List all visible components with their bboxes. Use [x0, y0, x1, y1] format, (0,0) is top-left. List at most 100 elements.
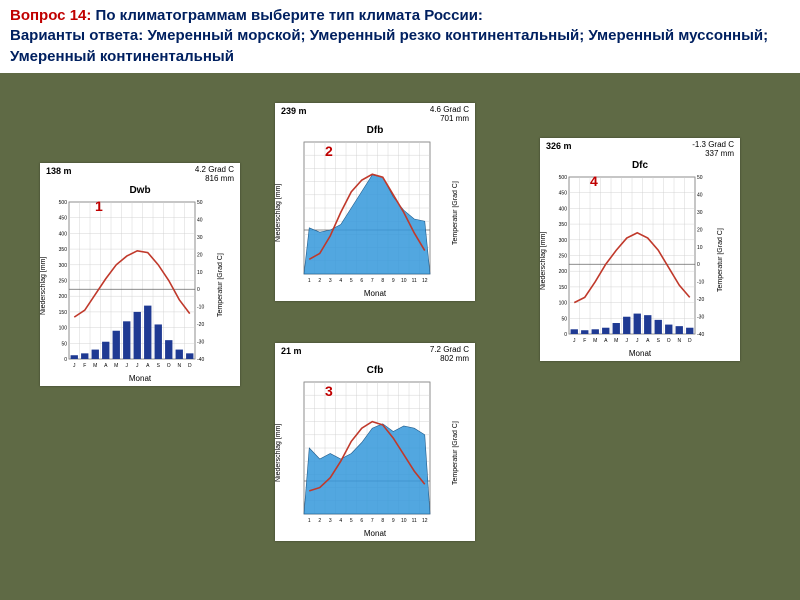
svg-text:N: N — [677, 338, 681, 344]
chart-number-label: 4 — [590, 173, 598, 189]
svg-text:12: 12 — [422, 278, 428, 284]
svg-text:-30: -30 — [197, 340, 204, 346]
svg-text:M: M — [614, 338, 618, 344]
svg-text:450: 450 — [59, 216, 68, 222]
elevation: 326 m — [546, 141, 572, 151]
svg-text:50: 50 — [61, 342, 67, 348]
svg-text:40: 40 — [697, 193, 703, 199]
svg-text:30: 30 — [197, 235, 203, 241]
chart-svg: 050100150200250300350400450500-40-30-20-… — [547, 173, 717, 348]
svg-text:M: M — [593, 338, 597, 344]
svg-text:M: M — [93, 363, 97, 369]
svg-text:J: J — [73, 363, 76, 369]
svg-text:O: O — [167, 363, 171, 369]
svg-text:6: 6 — [360, 278, 363, 284]
elevation: 138 m — [46, 166, 72, 176]
climate-stats: 4.2 Grad C816 mm — [195, 166, 234, 184]
chart-header: 138 m 4.2 Grad C816 mm — [40, 163, 240, 184]
svg-text:10: 10 — [401, 278, 407, 284]
svg-text:F: F — [583, 338, 586, 344]
chart-header: 239 m4.6 Grad C701 mm — [275, 103, 475, 124]
svg-text:12: 12 — [422, 518, 428, 524]
svg-text:400: 400 — [559, 207, 568, 213]
svg-text:N: N — [177, 363, 181, 369]
svg-text:50: 50 — [697, 175, 703, 181]
svg-text:D: D — [188, 363, 192, 369]
x-label: Monat — [40, 373, 240, 386]
x-label: Monat — [275, 288, 475, 301]
svg-text:-10: -10 — [197, 305, 204, 311]
svg-text:200: 200 — [59, 295, 68, 301]
svg-text:5: 5 — [350, 518, 353, 524]
svg-text:5: 5 — [350, 278, 353, 284]
svg-text:0: 0 — [564, 332, 567, 338]
svg-text:4: 4 — [339, 518, 342, 524]
svg-text:7: 7 — [371, 518, 374, 524]
svg-text:J: J — [573, 338, 576, 344]
svg-text:20: 20 — [197, 253, 203, 259]
svg-text:2: 2 — [318, 518, 321, 524]
svg-text:D: D — [688, 338, 692, 344]
svg-text:0: 0 — [697, 263, 700, 269]
chart-header: 21 m7.2 Grad C802 mm — [275, 343, 475, 364]
svg-text:4: 4 — [339, 278, 342, 284]
svg-text:-30: -30 — [697, 315, 704, 321]
climatogram-chart1: 138 m 4.2 Grad C816 mmDwbNiederschlag [mm… — [40, 163, 240, 387]
svg-text:J: J — [626, 338, 629, 344]
question-text: По климатограммам выберите тип климата Р… — [91, 7, 483, 24]
chart-header: 326 m-1.3 Grad C337 mm — [540, 138, 740, 159]
svg-text:J: J — [126, 363, 129, 369]
svg-text:50: 50 — [197, 200, 203, 206]
svg-text:J: J — [636, 338, 639, 344]
svg-text:1: 1 — [308, 518, 311, 524]
svg-text:-40: -40 — [697, 332, 704, 338]
svg-text:S: S — [157, 363, 161, 369]
svg-text:350: 350 — [59, 247, 68, 253]
question-box: Вопрос 14: По климатограммам выберите ти… — [0, 0, 800, 73]
svg-text:A: A — [604, 338, 608, 344]
svg-text:11: 11 — [412, 278, 417, 284]
svg-text:11: 11 — [412, 518, 417, 524]
svg-text:250: 250 — [559, 254, 568, 260]
chart-plot-wrap: Niederschlag [mm]123456789101112Temperat… — [275, 378, 475, 528]
climatogram-chart4: 326 m-1.3 Grad C337 mmDfcNiederschlag [m… — [540, 138, 740, 362]
koppen-code: Dwb — [40, 183, 240, 198]
x-label: Monat — [540, 348, 740, 361]
svg-text:350: 350 — [559, 222, 568, 228]
svg-text:9: 9 — [392, 278, 395, 284]
svg-text:400: 400 — [59, 232, 68, 238]
y-left-label: Niederschlag [mm] — [40, 198, 47, 373]
y-right-label: Temperatur [Grad C] — [452, 378, 459, 528]
svg-text:-40: -40 — [197, 357, 204, 363]
svg-text:200: 200 — [559, 270, 568, 276]
koppen-code: Dfb — [275, 123, 475, 138]
svg-text:F: F — [83, 363, 86, 369]
chart-plot-wrap: Niederschlag [mm]05010015020025030035040… — [540, 173, 740, 348]
charts-area: 138 m4.2 Grad C816 mmDwbNiederschlag [mm… — [0, 73, 800, 593]
svg-text:3: 3 — [329, 278, 332, 284]
svg-text:M: M — [114, 363, 118, 369]
chart-svg: 123456789101112 — [282, 138, 452, 288]
svg-text:-10: -10 — [697, 280, 704, 286]
svg-text:300: 300 — [59, 263, 68, 269]
chart-svg: 050100150200250300350400450500-40-30-20-… — [47, 198, 217, 373]
koppen-code: Cfb — [275, 363, 475, 378]
svg-text:300: 300 — [559, 238, 568, 244]
climatogram-chart3: 21 m7.2 Grad C802 mmCfbNiederschlag [mm]… — [275, 343, 475, 542]
svg-text:250: 250 — [59, 279, 68, 285]
svg-text:1: 1 — [308, 278, 311, 284]
answers-label: Варианты ответа: — [10, 27, 143, 44]
y-left-label: Niederschlag [mm] — [275, 138, 282, 288]
y-right-label: Temperatur [Grad C] — [452, 138, 459, 288]
chart-plot-wrap: Niederschlag [mm]123456789101112Temperat… — [275, 138, 475, 288]
elevation: 239 m — [281, 106, 307, 116]
x-label: Monat — [275, 528, 475, 541]
svg-text:9: 9 — [392, 518, 395, 524]
chart-plot-wrap: Niederschlag [mm]05010015020025030035040… — [40, 198, 240, 373]
elevation: 21 m — [281, 346, 302, 356]
svg-text:O: O — [667, 338, 671, 344]
svg-text:500: 500 — [59, 200, 68, 206]
svg-text:500: 500 — [559, 175, 568, 181]
svg-text:2: 2 — [318, 278, 321, 284]
svg-text:10: 10 — [197, 270, 203, 276]
